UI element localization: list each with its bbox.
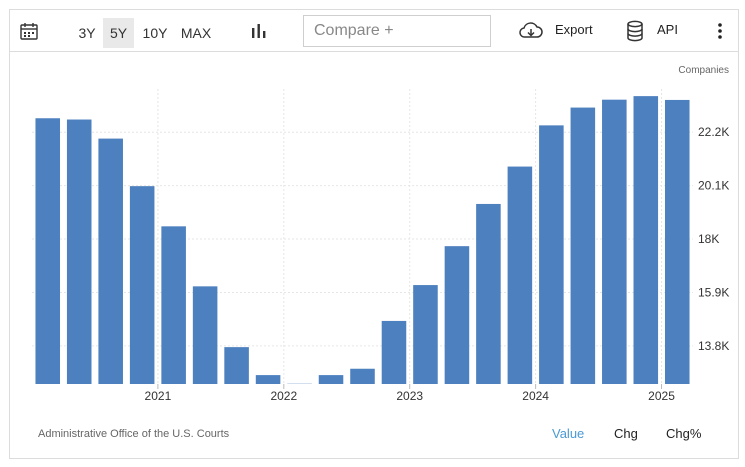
source-label: Administrative Office of the U.S. Courts bbox=[38, 428, 230, 440]
bar bbox=[539, 125, 564, 384]
range-max-button[interactable]: MAX bbox=[180, 25, 212, 41]
api-button[interactable]: API bbox=[657, 22, 678, 37]
range-5y-button[interactable]: 5Y bbox=[103, 18, 134, 48]
cloud-download-icon[interactable] bbox=[518, 20, 544, 42]
bar bbox=[129, 186, 155, 384]
bar bbox=[98, 138, 123, 384]
mode-chg-tab[interactable]: Chg bbox=[614, 426, 638, 441]
bar bbox=[161, 226, 186, 384]
bar bbox=[381, 320, 407, 384]
bar bbox=[633, 96, 659, 384]
bar bbox=[318, 375, 344, 384]
x-tick-label: 2022 bbox=[270, 389, 297, 403]
x-tick-label: 2025 bbox=[648, 389, 675, 403]
mode-chgpct-tab[interactable]: Chg% bbox=[666, 426, 702, 441]
bar bbox=[664, 99, 690, 384]
bar bbox=[66, 119, 92, 384]
y-tick-label: 18K bbox=[698, 232, 719, 246]
bar bbox=[413, 285, 438, 384]
y-tick-label: 15.9K bbox=[698, 285, 729, 299]
bar bbox=[350, 368, 375, 384]
bar bbox=[570, 107, 596, 385]
bar-chart-icon[interactable] bbox=[249, 21, 269, 41]
x-tick-label: 2024 bbox=[522, 389, 549, 403]
compare-input[interactable]: Compare + bbox=[303, 15, 491, 47]
bar-chart: 13.8K 15.9K 18K 20.1K 22.2K 2021 2022 2023 2024 2… bbox=[32, 65, 729, 403]
vertical-dots-icon[interactable] bbox=[710, 21, 730, 41]
x-tick-label: 2023 bbox=[396, 389, 423, 403]
bar bbox=[192, 286, 218, 384]
bar bbox=[444, 246, 470, 384]
chart-widget: 3Y 5Y 10Y MAX Compare + Export bbox=[9, 9, 739, 459]
range-3y-button[interactable]: 3Y bbox=[78, 25, 96, 41]
range-10y-button[interactable]: 10Y bbox=[142, 25, 168, 41]
database-icon[interactable] bbox=[624, 19, 646, 43]
y-axis-label: Companies bbox=[678, 65, 729, 76]
y-tick-label: 22.2K bbox=[698, 125, 729, 139]
bar bbox=[602, 99, 627, 385]
chart-toolbar: 3Y 5Y 10Y MAX Compare + Export bbox=[10, 10, 738, 52]
mode-value-tab[interactable]: Value bbox=[552, 426, 585, 441]
bar bbox=[255, 375, 281, 384]
bar bbox=[476, 203, 501, 384]
calendar-icon[interactable] bbox=[18, 20, 40, 42]
y-tick-label: 13.8K bbox=[698, 339, 729, 353]
export-button[interactable]: Export bbox=[555, 22, 593, 37]
bar bbox=[507, 166, 533, 384]
y-tick-label: 20.1K bbox=[698, 179, 729, 193]
bar bbox=[224, 347, 249, 384]
x-tick-label: 2021 bbox=[145, 389, 172, 403]
bar bbox=[35, 118, 61, 384]
